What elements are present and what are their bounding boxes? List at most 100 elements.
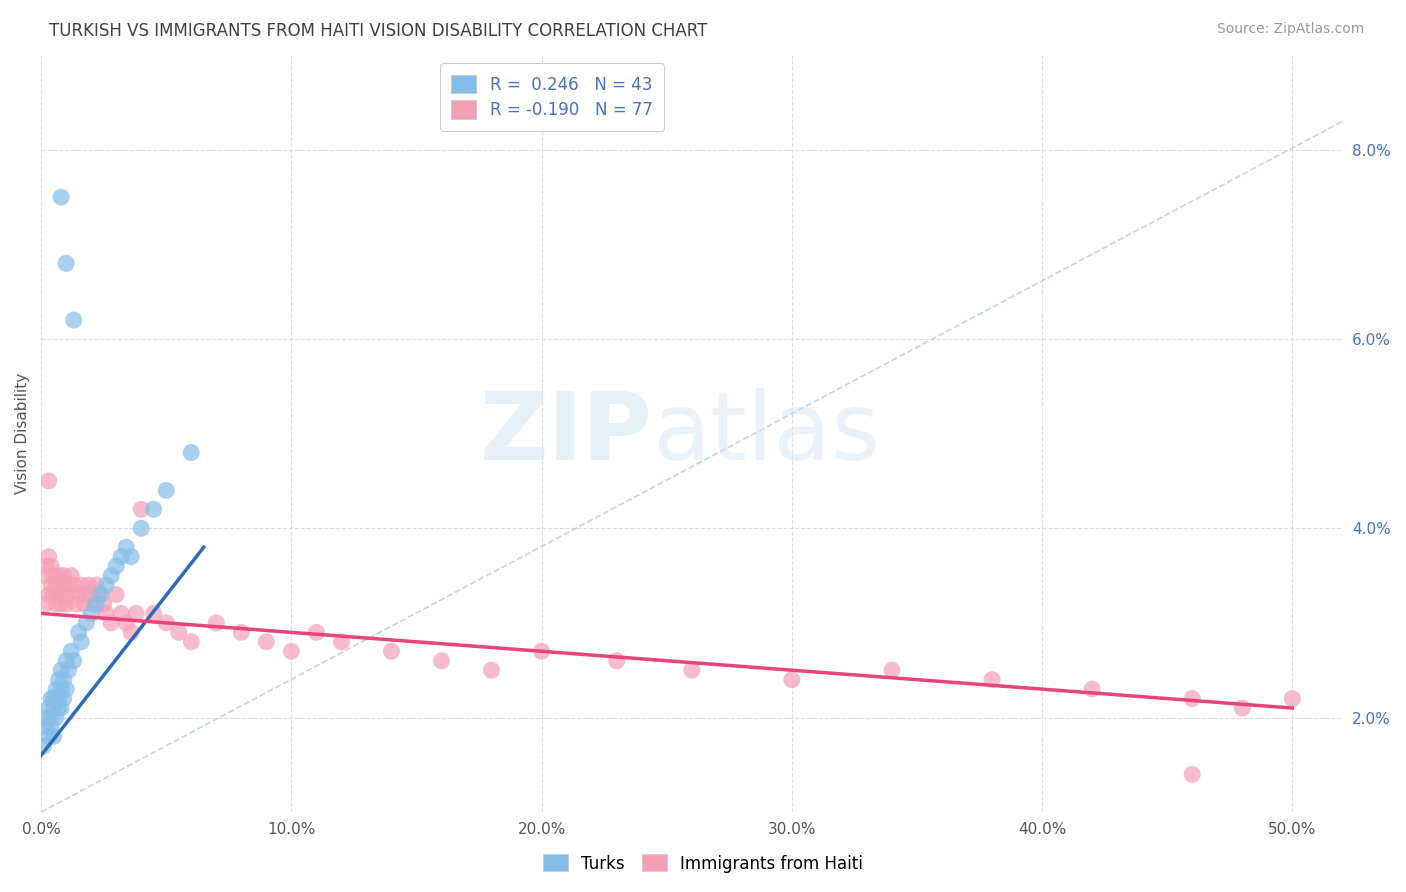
Point bbox=[45, 691, 67, 706]
Point bbox=[38, 730, 60, 744]
Point bbox=[180, 445, 202, 459]
Point bbox=[155, 483, 177, 498]
Point bbox=[330, 635, 353, 649]
Point bbox=[58, 663, 80, 677]
Point bbox=[880, 663, 903, 677]
Point bbox=[38, 549, 60, 564]
Point bbox=[45, 710, 67, 724]
Point bbox=[49, 701, 72, 715]
Point bbox=[48, 673, 70, 687]
Point bbox=[38, 587, 60, 601]
Point bbox=[129, 502, 152, 516]
Point bbox=[60, 568, 83, 582]
Point bbox=[120, 625, 142, 640]
Point bbox=[430, 654, 453, 668]
Text: atlas: atlas bbox=[652, 388, 882, 480]
Point bbox=[77, 578, 100, 592]
Point bbox=[55, 597, 77, 611]
Point bbox=[1081, 682, 1104, 697]
Point bbox=[180, 635, 202, 649]
Point bbox=[155, 615, 177, 630]
Point bbox=[280, 644, 302, 658]
Point bbox=[35, 559, 58, 574]
Point bbox=[129, 521, 152, 535]
Point bbox=[55, 256, 77, 270]
Point bbox=[115, 615, 138, 630]
Point bbox=[49, 578, 72, 592]
Point bbox=[49, 190, 72, 204]
Point bbox=[55, 682, 77, 697]
Point bbox=[530, 644, 553, 658]
Point bbox=[231, 625, 253, 640]
Point bbox=[167, 625, 190, 640]
Point bbox=[142, 502, 165, 516]
Point bbox=[39, 710, 62, 724]
Point bbox=[39, 578, 62, 592]
Point bbox=[115, 540, 138, 554]
Point bbox=[72, 597, 94, 611]
Point bbox=[75, 587, 97, 601]
Point bbox=[481, 663, 503, 677]
Point bbox=[981, 673, 1004, 687]
Point bbox=[87, 587, 110, 601]
Point bbox=[48, 568, 70, 582]
Point bbox=[38, 474, 60, 488]
Point bbox=[60, 644, 83, 658]
Point bbox=[100, 568, 122, 582]
Point bbox=[90, 587, 112, 601]
Point bbox=[49, 682, 72, 697]
Point bbox=[96, 607, 118, 621]
Point bbox=[83, 597, 105, 611]
Point bbox=[62, 313, 84, 327]
Point bbox=[35, 597, 58, 611]
Point bbox=[142, 607, 165, 621]
Point bbox=[48, 587, 70, 601]
Point bbox=[100, 615, 122, 630]
Point bbox=[606, 654, 628, 668]
Point bbox=[52, 587, 75, 601]
Point bbox=[110, 549, 132, 564]
Point bbox=[96, 578, 118, 592]
Point bbox=[32, 568, 55, 582]
Point bbox=[35, 720, 58, 734]
Y-axis label: Vision Disability: Vision Disability bbox=[15, 373, 30, 494]
Point bbox=[48, 701, 70, 715]
Text: Source: ZipAtlas.com: Source: ZipAtlas.com bbox=[1216, 22, 1364, 37]
Point bbox=[84, 597, 107, 611]
Point bbox=[681, 663, 703, 677]
Point bbox=[70, 635, 93, 649]
Point bbox=[1181, 691, 1204, 706]
Point bbox=[52, 568, 75, 582]
Point bbox=[1232, 701, 1254, 715]
Point bbox=[305, 625, 328, 640]
Legend: Turks, Immigrants from Haiti: Turks, Immigrants from Haiti bbox=[537, 847, 869, 880]
Text: TURKISH VS IMMIGRANTS FROM HAITI VISION DISABILITY CORRELATION CHART: TURKISH VS IMMIGRANTS FROM HAITI VISION … bbox=[49, 22, 707, 40]
Point bbox=[45, 682, 67, 697]
Point bbox=[42, 691, 65, 706]
Point bbox=[254, 635, 277, 649]
Point bbox=[120, 549, 142, 564]
Text: ZIP: ZIP bbox=[479, 388, 652, 480]
Point bbox=[39, 559, 62, 574]
Point bbox=[55, 654, 77, 668]
Point bbox=[49, 597, 72, 611]
Point bbox=[80, 587, 103, 601]
Point bbox=[48, 691, 70, 706]
Legend: R =  0.246   N = 43, R = -0.190   N = 77: R = 0.246 N = 43, R = -0.190 N = 77 bbox=[440, 63, 665, 131]
Point bbox=[105, 587, 128, 601]
Point bbox=[80, 607, 103, 621]
Point bbox=[42, 568, 65, 582]
Point bbox=[1281, 691, 1303, 706]
Point bbox=[42, 701, 65, 715]
Point bbox=[58, 587, 80, 601]
Point bbox=[62, 654, 84, 668]
Point bbox=[62, 578, 84, 592]
Point bbox=[70, 578, 93, 592]
Point bbox=[45, 597, 67, 611]
Point bbox=[42, 730, 65, 744]
Point bbox=[38, 701, 60, 715]
Point bbox=[35, 710, 58, 724]
Point bbox=[380, 644, 402, 658]
Point bbox=[45, 578, 67, 592]
Point bbox=[39, 720, 62, 734]
